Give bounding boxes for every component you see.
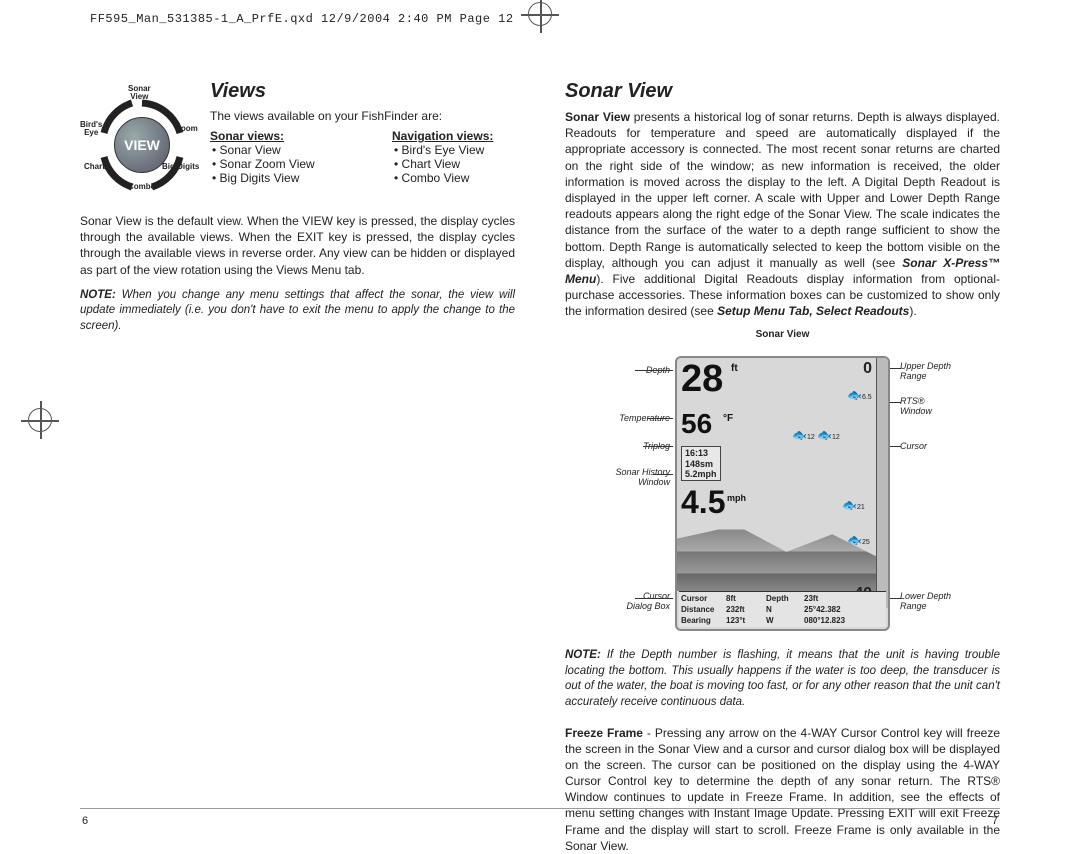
cd-cell: Depth (766, 594, 804, 603)
speed-readout: 4.5 (681, 486, 725, 518)
right-para2: Freeze Frame - Pressing any arrow on the… (565, 725, 1000, 854)
trip-time: 16:13 (685, 448, 717, 458)
left-intro: The views available on your FishFinder a… (210, 109, 515, 123)
left-note: NOTE: When you change any menu settings … (80, 288, 515, 335)
cursor-dialog-box: Cursor 8ft Depth 23ft Distance 232ft N 2… (679, 591, 886, 627)
views-lists: Sonar views: Sonar View Sonar Zoom View … (210, 129, 515, 185)
cd-cell: 25°42.382 (804, 605, 884, 614)
list-item: Sonar Zoom View (212, 157, 335, 171)
speed-unit: mph (727, 493, 746, 503)
cd-cell: Distance (681, 605, 726, 614)
fish-icon: 🐟21 (842, 498, 865, 512)
callout-line (647, 418, 673, 419)
nav-views-label: Navigation views: (392, 129, 517, 143)
left-heading: Views (210, 80, 515, 103)
depth-readout: 28 (681, 360, 723, 398)
note-text: When you change any menu settings that a… (80, 289, 515, 332)
cd-cell: W (766, 616, 804, 625)
right-note: NOTE: If the Depth number is flashing, i… (565, 648, 1000, 710)
left-body-para: Sonar View is the default view. When the… (80, 213, 515, 278)
callout-upper: Upper Depth Range (900, 362, 980, 381)
registration-mark-v (540, 0, 542, 33)
trip-speed: 5.2mph (685, 469, 717, 479)
temp-readout: 56 (681, 410, 712, 438)
list-item: Combo View (394, 171, 517, 185)
para1-lead: Sonar View (565, 110, 630, 124)
list-item: Chart View (394, 157, 517, 171)
right-column: Sonar View Sonar View presents a histori… (565, 80, 1000, 797)
fish-icon: 🐟6.5 (847, 388, 872, 402)
callout-cursor-dialog: Cursor Dialog Box (585, 592, 670, 611)
callout-rts: RTS® Window (900, 397, 980, 416)
cd-cell: 232ft (726, 605, 766, 614)
sonar-views-list: Sonar View Sonar Zoom View Big Digits Vi… (210, 143, 335, 185)
trip-dist: 148sm (685, 459, 717, 469)
nav-views-list: Bird's Eye View Chart View Combo View (392, 143, 517, 185)
sonar-view-figure: Sonar View Depth Temperature Triplog Son… (585, 329, 980, 642)
callout-history: Sonar History Window (585, 468, 670, 487)
callout-line (635, 598, 673, 599)
two-column-layout: Views The views available on your FishFi… (80, 80, 1000, 797)
right-heading: Sonar View (565, 80, 1000, 103)
fish-icon: 🐟12 (792, 428, 815, 442)
cd-cell: 080°12.823 (804, 616, 884, 625)
cd-cell: N (766, 605, 804, 614)
temp-unit: °F (723, 413, 733, 424)
right-para1: Sonar View presents a historical log of … (565, 109, 1000, 319)
list-item: Big Digits View (212, 171, 335, 185)
para1-body-b: presents a historical log of sonar retur… (565, 110, 1000, 270)
triplog-box: 16:13 148sm 5.2mph (681, 446, 721, 481)
wheel-arrows (80, 85, 200, 195)
list-item: Bird's Eye View (394, 143, 517, 157)
sonar-views-label: Sonar views: (210, 129, 335, 143)
callout-line (653, 474, 673, 475)
sonar-screen: 28 ft 56 °F 16:13 148sm 5.2mph 4.5 mph 0… (675, 356, 890, 631)
note-label: NOTE: (565, 649, 601, 661)
list-item: Sonar View (212, 143, 335, 157)
para1-menu2: Setup Menu Tab, Select Readouts (717, 304, 909, 318)
figure-title: Sonar View (585, 329, 980, 340)
view-wheel-diagram: VIEW Sonar View Zoom Big Digits Combo Ch… (80, 85, 200, 195)
note-label: NOTE: (80, 289, 116, 301)
callout-cursor: Cursor (900, 442, 980, 451)
header-filename: FF595_Man_531385-1_A_PrfE.qxd 12/9/2004 … (90, 12, 514, 26)
note-text: If the Depth number is flashing, it mean… (565, 649, 1000, 708)
callout-lower: Lower Depth Range (900, 592, 980, 611)
cd-cell: Bearing (681, 616, 726, 625)
para2-body: - Pressing any arrow on the 4-WAY Cursor… (565, 726, 1000, 853)
depth-unit: ft (731, 363, 738, 374)
upper-range: 0 (863, 360, 872, 378)
cd-cell: 123°t (726, 616, 766, 625)
para1-body-f: ). (909, 304, 916, 318)
callout-line (643, 446, 673, 447)
rts-bar (876, 358, 888, 608)
fish-icon: 🐟12 (817, 428, 840, 442)
footer-rule (80, 808, 1000, 809)
callout-line (635, 370, 673, 371)
page-number-left: 6 (82, 815, 88, 827)
page-number-right: 7 (992, 815, 998, 827)
cd-cell: Cursor (681, 594, 726, 603)
para2-lead: Freeze Frame (565, 726, 643, 740)
cd-cell: 23ft (804, 594, 884, 603)
cd-cell: 8ft (726, 594, 766, 603)
registration-mark-left-v (40, 401, 42, 439)
